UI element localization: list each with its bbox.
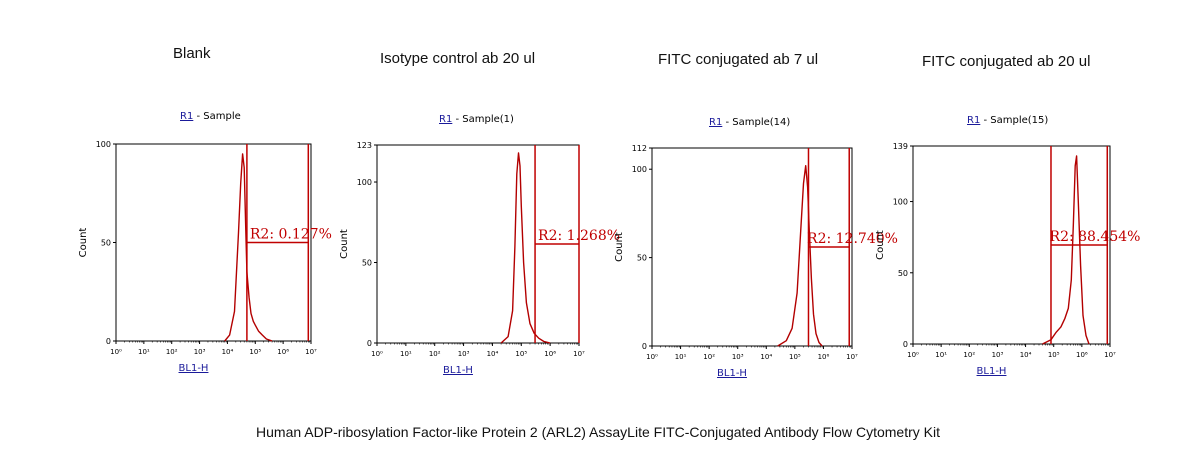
x-tick-label: 10⁴ [487,350,499,358]
x-tick-label: 10⁰ [371,350,383,358]
x-tick-label: 10⁵ [1048,351,1060,359]
histogram-trace [500,152,551,344]
y-tick-label: 100 [357,178,372,187]
x-tick-label: 10² [963,351,975,359]
gate-header: R1 - Sample [180,111,241,122]
x-tick-label: 10³ [458,350,470,358]
plot-frame [912,145,1111,345]
x-tick-label: 10⁴ [222,348,234,356]
sample-label: - Sample(14) [722,117,790,128]
x-tick-label: 10¹ [675,353,687,361]
r2-gate-label: R2: 0.127% [250,227,332,243]
histogram-trace [1042,155,1090,345]
x-tick-label: 10⁷ [1104,351,1116,359]
y-tick-label: 0 [642,342,647,351]
x-tick-label: 10⁵ [249,348,261,356]
gate-header: R1 - Sample(1) [439,114,514,125]
x-tick-label: 10⁵ [515,350,527,358]
r2-gate-label: R2: 12.740% [807,231,898,247]
gate-header: R1 - Sample(15) [967,115,1048,126]
plot-frame [651,147,853,347]
gate-r1-link[interactable]: R1 [439,114,452,125]
x-tick-label: 10⁴ [760,353,772,361]
sample-label: - Sample [193,111,240,122]
x-tick-label: 10² [166,348,178,356]
y-tick-label: 0 [106,337,111,346]
gate-r1-link[interactable]: R1 [967,115,980,126]
gate-r1-link[interactable]: R1 [709,117,722,128]
panel-title: Blank [173,45,211,62]
x-tick-label: 10⁴ [1020,351,1032,359]
x-tick-label: 10⁵ [789,353,801,361]
y-tick-label: 50 [362,259,372,268]
y-tick-label: 123 [357,141,372,150]
x-tick-label: 10¹ [400,350,412,358]
y-tick-label: 112 [632,144,647,153]
y-tick-label: 100 [893,198,908,207]
histogram-trace [224,153,273,342]
x-axis-label[interactable]: BL1-H [977,366,1007,377]
x-tick-label: 10² [429,350,441,358]
y-tick-label: 50 [637,254,647,263]
panel-title: FITC conjugated ab 7 ul [658,51,818,68]
x-axis-label[interactable]: BL1-H [717,368,747,379]
sample-label: - Sample(15) [980,115,1048,126]
y-tick-label: 100 [632,165,647,174]
y-axis-label: Count [78,228,89,258]
panel-title: FITC conjugated ab 20 ul [922,53,1090,70]
x-tick-label: 10⁰ [110,348,122,356]
x-tick-label: 10⁶ [818,353,830,361]
histogram-trace [777,165,823,347]
x-tick-label: 10⁶ [544,350,556,358]
x-tick-label: 10¹ [138,348,150,356]
x-tick-label: 10⁰ [907,351,919,359]
y-axis-label: Count [339,229,350,259]
r2-gate-label: R2: 88.454% [1050,229,1141,245]
gate-r1-link[interactable]: R1 [180,111,193,122]
y-tick-label: 50 [898,269,908,278]
y-tick-label: 50 [101,239,111,248]
x-tick-label: 10⁷ [305,348,317,356]
y-axis-label: Count [875,230,886,260]
x-tick-label: 10³ [194,348,206,356]
gate-header: R1 - Sample(14) [709,117,790,128]
sample-label: - Sample(1) [452,114,514,125]
x-tick-label: 10³ [732,353,744,361]
figure-caption: Human ADP-ribosylation Factor-like Prote… [256,424,940,440]
x-tick-label: 10³ [992,351,1004,359]
x-tick-label: 10² [703,353,715,361]
y-tick-label: 0 [903,340,908,349]
x-tick-label: 10⁶ [1076,351,1088,359]
x-tick-label: 10¹ [935,351,947,359]
y-tick-label: 0 [367,339,372,348]
x-tick-label: 10⁶ [277,348,289,356]
y-tick-label: 100 [96,140,111,149]
x-axis-label[interactable]: BL1-H [443,365,473,376]
x-tick-label: 10⁷ [573,350,585,358]
x-tick-label: 10⁷ [846,353,858,361]
r2-gate-label: R2: 1.268% [538,228,620,244]
y-tick-label: 139 [893,142,908,151]
panel-title: Isotype control ab 20 ul [380,50,535,67]
x-axis-label[interactable]: BL1-H [179,363,209,374]
y-axis-label: Count [614,232,625,262]
x-tick-label: 10⁰ [646,353,658,361]
